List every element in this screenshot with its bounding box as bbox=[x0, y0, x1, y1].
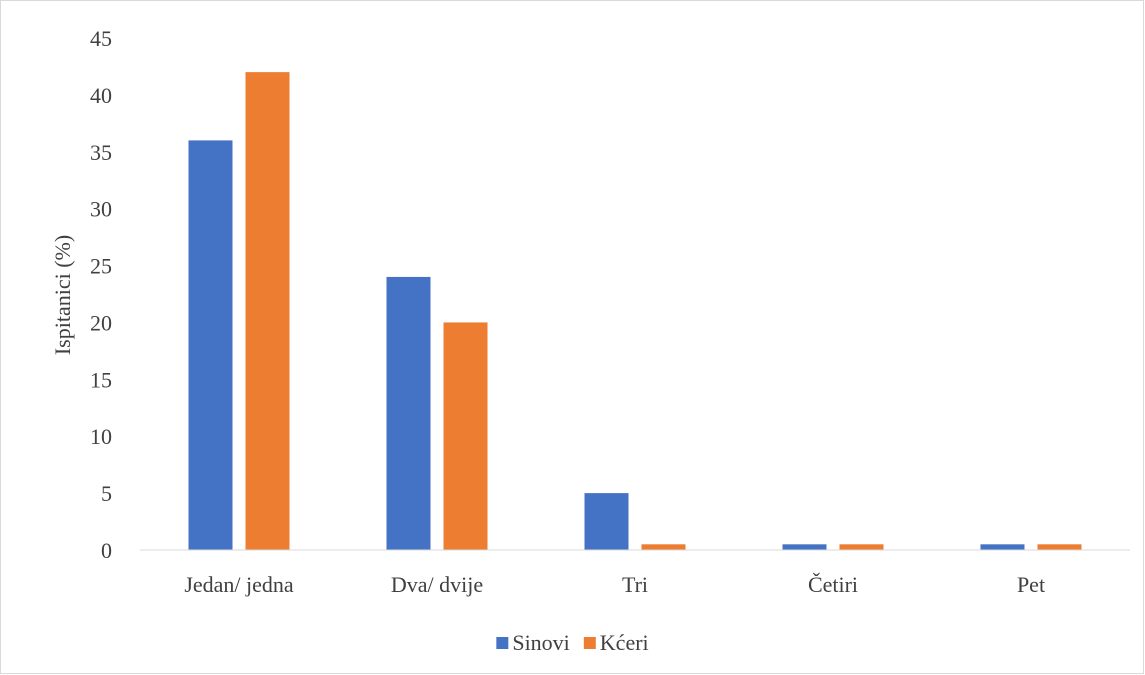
y-tick-label: 15 bbox=[90, 367, 112, 392]
y-tick-label: 40 bbox=[90, 83, 112, 108]
legend-swatch-sinovi bbox=[496, 637, 509, 649]
x-axis: Jedan/ jedna Dva/ dvije Tri Četiri Pet bbox=[184, 572, 1045, 597]
legend-label-sinovi: Sinovi bbox=[512, 630, 569, 655]
x-tick-label: Četiri bbox=[808, 572, 858, 597]
bar-kćeri-2 bbox=[443, 322, 488, 550]
y-tick-label: 10 bbox=[90, 424, 112, 449]
y-tick-label: 30 bbox=[90, 197, 112, 222]
legend-label-kćeri: Kćeri bbox=[600, 630, 649, 655]
y-tick-label: 0 bbox=[101, 538, 112, 563]
y-tick-label: 5 bbox=[101, 481, 112, 506]
bar-sinovi-4 bbox=[782, 544, 827, 550]
x-tick-label: Jedan/ jedna bbox=[184, 572, 294, 597]
y-axis: 0 5 10 15 20 25 30 35 40 45 bbox=[90, 26, 112, 563]
bar-sinovi-2 bbox=[386, 276, 431, 550]
x-tick-label: Dva/ dvije bbox=[391, 572, 483, 597]
bar-kćeri-3 bbox=[641, 544, 686, 550]
bar-sinovi-1 bbox=[188, 140, 233, 550]
bar-kćeri-5 bbox=[1037, 544, 1082, 550]
legend: Sinovi Kćeri bbox=[496, 630, 649, 655]
bar-sinovi-5 bbox=[980, 544, 1025, 550]
legend-swatch-kćeri bbox=[583, 637, 596, 649]
bar-kćeri-1 bbox=[245, 72, 290, 550]
x-tick-label: Tri bbox=[622, 572, 648, 597]
y-tick-label: 35 bbox=[90, 140, 112, 165]
bars bbox=[188, 72, 1082, 550]
bar-kćeri-4 bbox=[839, 544, 884, 550]
bar-sinovi-3 bbox=[584, 493, 629, 550]
y-tick-label: 20 bbox=[90, 310, 112, 335]
x-tick-label: Pet bbox=[1017, 572, 1045, 597]
y-axis-title: Ispitanici (%) bbox=[50, 235, 75, 355]
y-tick-label: 25 bbox=[90, 254, 112, 279]
y-tick-label: 45 bbox=[90, 26, 112, 51]
